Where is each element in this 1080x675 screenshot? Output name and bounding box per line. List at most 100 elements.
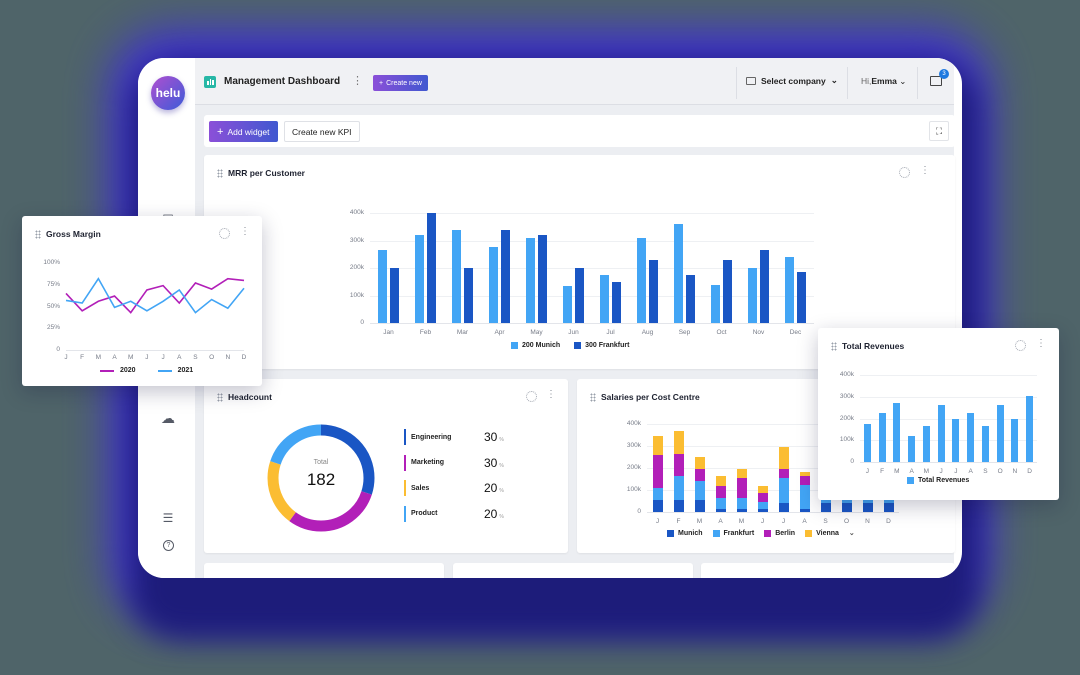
inbox-icon[interactable]: ☰ xyxy=(162,511,174,525)
add-widget-label: Add widget xyxy=(227,126,270,137)
bar xyxy=(600,274,609,323)
more-options-icon[interactable]: ⋮ xyxy=(352,75,363,87)
create-new-button[interactable]: + Create new xyxy=(373,75,428,91)
bar xyxy=(649,259,658,323)
legend-label: 200 Munich xyxy=(522,342,561,349)
settings-icon[interactable] xyxy=(526,391,537,402)
drag-handle-icon[interactable] xyxy=(35,230,41,239)
x-axis-label: Oct xyxy=(716,329,727,336)
settings-icon[interactable] xyxy=(1015,340,1026,351)
total-value: 182 xyxy=(306,470,336,489)
total-revenues-bar-chart: 0 100k 200k 300k 400k J F M A M J J A S O N D Total Reven… xyxy=(818,328,1059,500)
bar xyxy=(711,284,720,323)
bar-segment xyxy=(694,481,705,500)
x-axis-label: N xyxy=(865,518,870,525)
x-axis-label: J xyxy=(954,468,958,475)
add-widget-button[interactable]: + Add widget xyxy=(209,121,278,142)
bar xyxy=(797,272,806,323)
legend-label: Sales xyxy=(411,484,430,492)
legend-item: Total Revenues xyxy=(907,477,969,484)
y-axis-label: 400k xyxy=(839,371,854,378)
settings-icon[interactable] xyxy=(899,167,910,178)
fullscreen-icon[interactable]: ⛶ xyxy=(929,121,949,141)
legend-percent: 20% xyxy=(484,481,504,495)
series-line xyxy=(65,277,245,314)
bar xyxy=(937,405,945,462)
gridline xyxy=(860,440,1037,442)
user-name: Emma xyxy=(871,76,897,86)
legend-color-bar xyxy=(404,480,406,496)
bar xyxy=(415,235,424,323)
chevron-down-icon[interactable]: ⌄ xyxy=(334,76,342,86)
divider xyxy=(917,67,918,99)
bar-segment xyxy=(694,469,705,482)
y-axis-label: 200k xyxy=(626,464,641,471)
legend-item: 200 Munich xyxy=(511,342,560,349)
series-line xyxy=(65,277,245,314)
bar xyxy=(893,403,901,462)
legend-line xyxy=(100,369,114,372)
bar xyxy=(1011,418,1019,462)
legend-swatch xyxy=(907,477,914,484)
bar-segment xyxy=(841,503,852,512)
x-axis-label: Feb xyxy=(419,329,432,336)
messages-icon[interactable] xyxy=(930,76,942,86)
select-company-label: Select company xyxy=(761,75,826,86)
divider xyxy=(736,67,737,99)
select-company-dropdown[interactable]: Select company ⌄ xyxy=(746,75,838,86)
bar-segment xyxy=(673,475,684,500)
x-axis-label: F xyxy=(676,518,681,525)
y-axis-label: 100% xyxy=(43,259,60,266)
bar-segment xyxy=(757,492,768,503)
legend-label: 2021 xyxy=(177,367,194,374)
drag-handle-icon[interactable] xyxy=(831,342,837,351)
more-options-icon[interactable]: ⋮ xyxy=(1036,338,1046,349)
x-axis-label: Jun xyxy=(568,329,579,336)
bar-segment xyxy=(799,471,810,476)
folder-icon xyxy=(746,76,756,85)
dashboard-title[interactable]: Management Dashboard xyxy=(224,76,341,87)
total-label: Total xyxy=(313,459,329,466)
bar-segment xyxy=(652,487,663,500)
create-kpi-button[interactable]: Create new KPI xyxy=(284,121,360,142)
divider xyxy=(847,67,848,99)
more-options-icon[interactable]: ⋮ xyxy=(546,389,556,400)
legend-label: Frankfurt xyxy=(723,529,755,537)
drag-handle-icon[interactable] xyxy=(217,393,223,402)
bar xyxy=(612,281,621,323)
bar xyxy=(760,250,769,323)
x-axis-label: Apr xyxy=(494,329,505,336)
x-axis-label: O xyxy=(997,468,1003,475)
drag-handle-icon[interactable] xyxy=(217,169,223,178)
legend-color-bar xyxy=(404,505,406,522)
x-axis-label: M xyxy=(894,468,900,475)
cloud-sync-icon[interactable]: ☁ xyxy=(161,409,175,426)
user-menu[interactable]: Hi,Emma ⌄ xyxy=(861,76,906,87)
bar xyxy=(723,259,732,323)
x-axis-label: A xyxy=(909,468,914,475)
drag-handle-icon[interactable] xyxy=(590,393,596,402)
helu-logo[interactable]: helu xyxy=(151,76,185,110)
bar-segment xyxy=(757,486,768,493)
help-icon[interactable]: ? xyxy=(163,540,174,551)
x-axis-label: M xyxy=(738,518,745,525)
more-options-icon[interactable]: ⋮ xyxy=(920,165,930,176)
legend-percent: 20% xyxy=(484,506,504,521)
settings-icon[interactable] xyxy=(219,228,230,239)
bar-segment xyxy=(778,446,789,469)
bar xyxy=(981,426,989,462)
y-axis-label: 200k xyxy=(349,264,364,271)
headcount-widget: Headcount ⋮ Total 182 Engineering 30% Mark… xyxy=(204,379,568,553)
x-axis-label: J xyxy=(939,468,943,475)
x-axis-label: M xyxy=(128,354,134,361)
gridline xyxy=(860,375,1037,376)
bar xyxy=(674,224,683,323)
bar xyxy=(538,235,547,323)
legend-swatch xyxy=(764,529,772,537)
y-axis-label: 50% xyxy=(46,302,60,310)
more-options-icon[interactable]: ⋮ xyxy=(240,226,250,237)
notification-badge: 3 xyxy=(939,69,949,79)
gridline xyxy=(647,424,899,425)
chart-legend: Total Revenues xyxy=(907,477,969,484)
gridline xyxy=(860,462,1037,463)
